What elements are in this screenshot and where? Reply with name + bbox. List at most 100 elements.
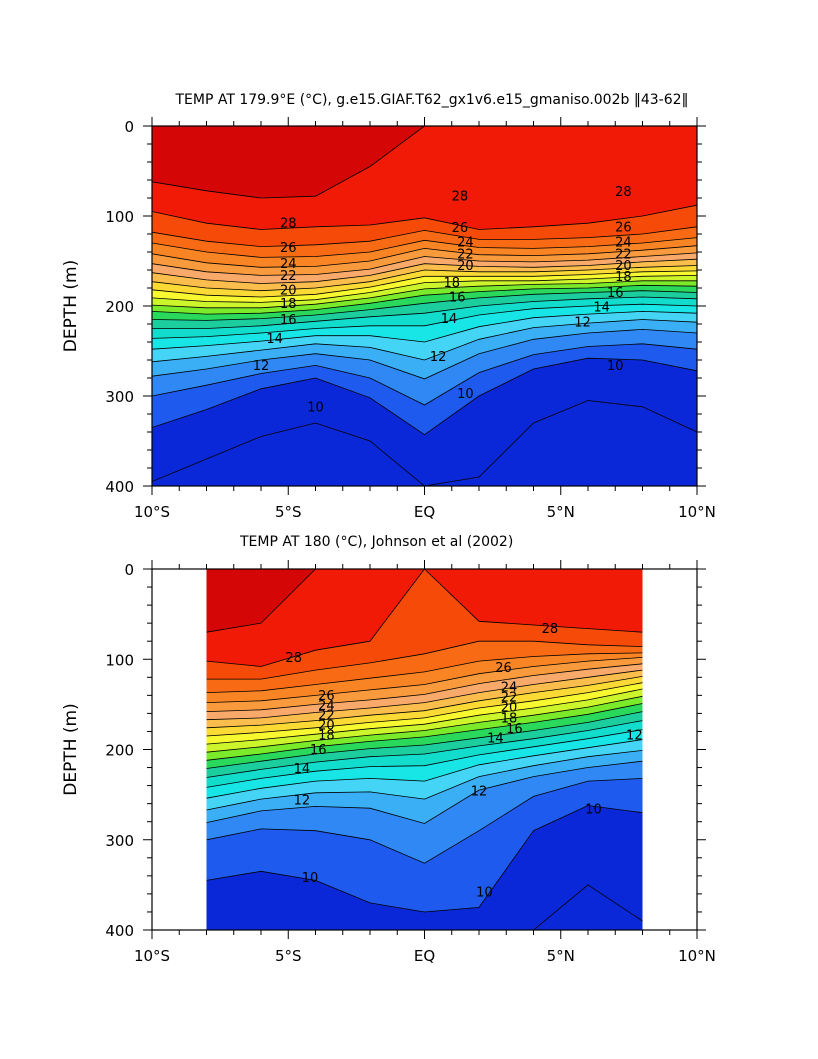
isotherm-27 [152, 226, 697, 248]
contour-label: 14 [266, 332, 283, 347]
contour-label: 18 [443, 276, 460, 291]
contour-label: 10 [607, 359, 624, 374]
isotherm-28 [206, 569, 643, 667]
chart-title: TEMP AT 179.9°E (°C), g.e15.GIAF.T62_gx1… [174, 92, 688, 108]
contour-label: 10 [302, 871, 319, 886]
isotherm-29 [206, 569, 643, 633]
isotherm-21 [152, 270, 697, 298]
contour-label: 26 [318, 689, 335, 704]
isotherm-24 [152, 252, 697, 276]
temperature-band-above-28 [206, 569, 643, 667]
contour-label: 12 [626, 729, 643, 744]
isotherm-27 [206, 640, 643, 680]
contour-label: 24 [457, 236, 474, 251]
x-tick-label: 10°N [678, 947, 716, 965]
isotherm-15 [206, 729, 643, 788]
contour-label: 26 [615, 220, 632, 235]
x-tick-label: EQ [414, 503, 435, 521]
isotherm-29 [152, 126, 697, 199]
contour-label: 26 [495, 661, 512, 676]
filled-contours [206, 569, 643, 930]
contour-label: 28 [615, 185, 632, 200]
y-tick-label: 400 [105, 922, 134, 940]
x-tick-label: EQ [414, 947, 435, 965]
contour-label: 16 [506, 722, 523, 737]
isotherm-21 [206, 682, 643, 737]
isotherm-22 [152, 265, 697, 292]
y-tick-label: 0 [124, 118, 134, 136]
isotherm-28 [152, 204, 697, 230]
isotherm-11 [206, 778, 643, 864]
contour-label: 28 [452, 190, 469, 205]
contour-label: 20 [501, 701, 518, 716]
y-tick-label: 400 [105, 478, 134, 496]
isotherm-24 [206, 663, 643, 712]
x-tick-label: 10°N [678, 503, 716, 521]
y-tick-label: 300 [105, 832, 134, 850]
contour-label: 24 [280, 257, 297, 272]
contour-labels: 2826242220181614121028262422201816141210… [253, 185, 632, 415]
contour-label: 14 [487, 731, 504, 746]
x-tick-label: 5°N [547, 503, 575, 521]
contour-label: 12 [574, 316, 591, 331]
contour-label: 16 [280, 313, 297, 328]
contour-label: 20 [280, 283, 297, 298]
isotherm-16 [152, 296, 697, 329]
contour-label: 16 [449, 291, 466, 306]
isotherm-13 [206, 750, 643, 811]
contour-label: 24 [615, 236, 632, 251]
isotherm-17 [206, 711, 643, 769]
contour-label: 10 [476, 886, 493, 901]
contour-label: 20 [615, 259, 632, 274]
x-tick-label: 10°S [134, 947, 170, 965]
contour-label: 14 [593, 300, 610, 315]
isotherm-14 [152, 310, 697, 350]
isotherm-26 [206, 652, 643, 693]
contour-label: 10 [585, 803, 602, 818]
contour-label: 28 [280, 217, 297, 232]
isotherm-20 [152, 275, 697, 303]
filled-contours [152, 126, 697, 486]
contour-labels: 2826242220181614121028262422201816141210… [285, 622, 642, 901]
isotherm-15 [152, 303, 697, 339]
isotherm-10 [152, 357, 697, 436]
contour-label: 28 [285, 651, 302, 666]
contour-label: 12 [253, 359, 270, 374]
contour-label: 26 [280, 241, 297, 256]
y-axis-label: DEPTH (m) [61, 260, 81, 352]
isotherm-10 [206, 805, 643, 913]
isotherm-17 [152, 290, 697, 321]
contour-label: 16 [607, 286, 624, 301]
isotherm-12 [206, 760, 643, 824]
contour-label: 10 [307, 400, 324, 415]
temperature-band-above-29 [152, 126, 697, 198]
contour-label: 20 [457, 259, 474, 274]
contour-label: 14 [294, 762, 311, 777]
isotherm-26 [152, 237, 697, 258]
contour-label: 18 [615, 270, 632, 285]
contour-label: 20 [318, 719, 335, 734]
isotherm-19 [206, 695, 643, 753]
contour-label: 26 [452, 221, 469, 236]
isotherm-23 [152, 258, 697, 284]
isotherm-25 [152, 245, 697, 268]
isotherm-23 [206, 669, 643, 721]
isotherm-12 [152, 328, 697, 380]
isotherm-18 [206, 703, 643, 761]
contour-label: 12 [294, 794, 311, 809]
contour-label: 28 [542, 622, 559, 637]
contour-label: 24 [318, 699, 335, 714]
isotherm-9 [206, 884, 643, 930]
y-tick-label: 300 [105, 388, 134, 406]
contour-label: 12 [471, 785, 488, 800]
isotherm-22 [206, 676, 643, 729]
contour-label: 18 [318, 729, 335, 744]
isotherm-11 [152, 343, 697, 406]
temperature-band-above-29 [206, 569, 643, 633]
isotherm-19 [152, 280, 697, 309]
y-tick-label: 200 [105, 298, 134, 316]
isotherm-25 [206, 657, 643, 703]
contour-label: 24 [501, 681, 518, 696]
bottom-panel-observed-temperature: 10°S 5°S EQ 5°N 10°N 0 100 200 300 400 DEPTH (m) TE… [61, 534, 716, 965]
